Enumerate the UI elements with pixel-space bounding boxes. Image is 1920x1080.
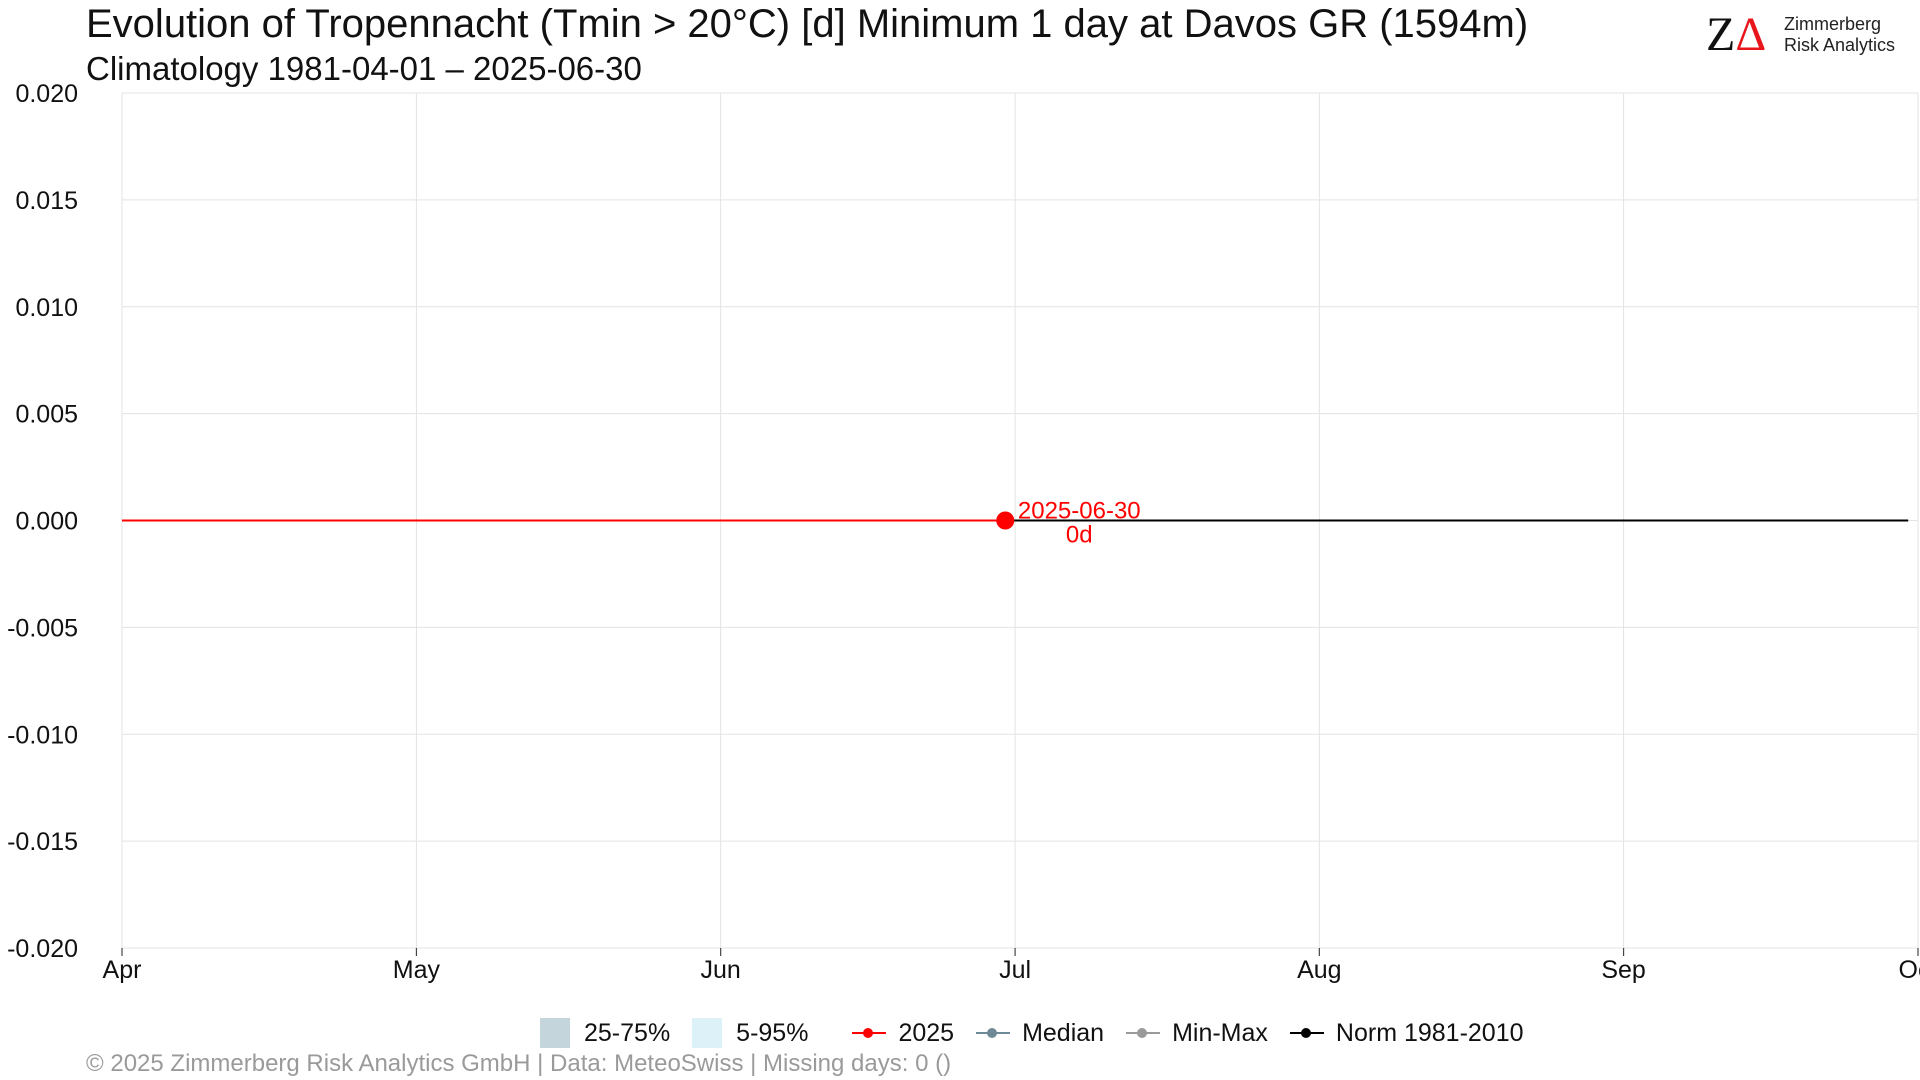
chart-subtitle: Climatology 1981-04-01 – 2025-06-30 xyxy=(86,50,642,87)
y-tick-label: -0.020 xyxy=(7,935,78,963)
legend-swatch-current xyxy=(852,1026,887,1040)
y-tick-label: 0.000 xyxy=(15,508,78,536)
y-tick-label: -0.015 xyxy=(7,828,78,856)
x-tick-label: Jul xyxy=(999,956,1031,984)
logo-text: Zimmerberg Risk Analytics xyxy=(1784,14,1896,55)
legend-swatch-minmax xyxy=(1126,1026,1161,1040)
chart-title: Evolution of Tropennacht (Tmin > 20°C) [… xyxy=(86,2,1529,46)
y-tick-label: -0.010 xyxy=(7,721,78,749)
footer-credits: © 2025 Zimmerberg Risk Analytics GmbH | … xyxy=(86,1050,952,1077)
legend-item-norm: Norm 1981-2010 xyxy=(1289,1019,1524,1048)
legend-swatch-norm xyxy=(1289,1026,1324,1040)
current-point xyxy=(996,511,1015,530)
x-tick-label: Jun xyxy=(701,956,741,984)
x-tick-label: Aug xyxy=(1297,956,1341,984)
x-tick-label: Oct xyxy=(1899,956,1920,984)
y-tick-label: 0.020 xyxy=(15,80,78,108)
legend-item-current: 2025 xyxy=(852,1019,954,1048)
annotation-date-label: 2025-06-30 xyxy=(1018,498,1141,525)
logo-mark: ZΔ xyxy=(1706,8,1767,61)
y-tick-label: 0.005 xyxy=(15,401,78,429)
line-chart: 0.020 0.015 0.010 0.005 0.000 -0.005 -0.010 -0.… xyxy=(7,80,1920,984)
legend-item-5-95: 5-95% xyxy=(692,1018,808,1048)
legend-swatch-median xyxy=(976,1026,1011,1040)
chart-legend: 25-75% 5-95% 2025 Median Min-Max Norm 19… xyxy=(540,1016,1546,1050)
legend-item-25-75: 25-75% xyxy=(540,1018,670,1048)
legend-swatch-5-95 xyxy=(692,1018,723,1048)
y-tick-label: 0.010 xyxy=(15,294,78,322)
y-tick-label: 0.015 xyxy=(15,187,78,215)
x-tick-label: May xyxy=(393,956,441,984)
annotation-value-label: 0d xyxy=(1066,522,1093,549)
y-tick-label: -0.005 xyxy=(7,614,78,642)
legend-swatch-25-75 xyxy=(540,1018,570,1048)
x-tick-label: Sep xyxy=(1601,956,1645,984)
x-tick-label: Apr xyxy=(103,956,142,984)
legend-item-median: Median xyxy=(976,1019,1104,1048)
company-logo: ZΔ Zimmerberg Risk Analytics xyxy=(1706,10,1906,60)
legend-item-minmax: Min-Max xyxy=(1126,1019,1268,1048)
